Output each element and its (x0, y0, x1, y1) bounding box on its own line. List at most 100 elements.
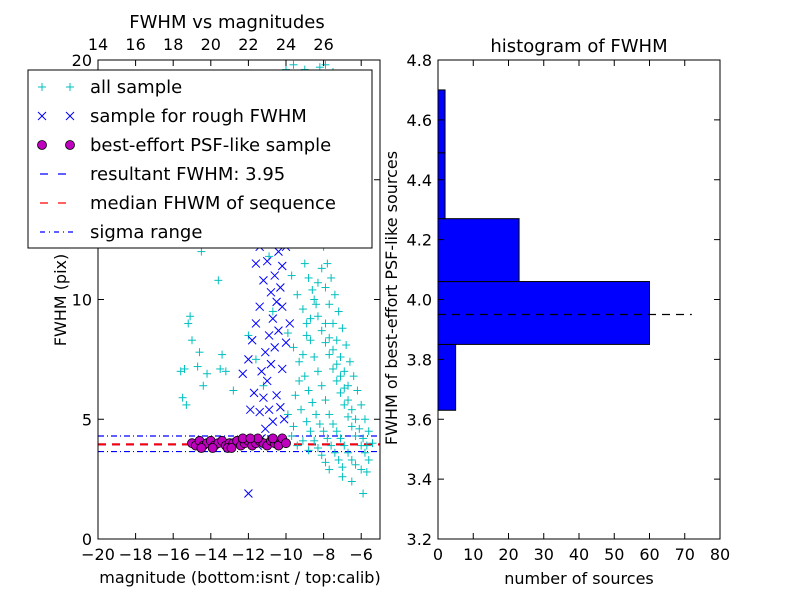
all-sample-point (302, 319, 311, 328)
all-sample-point (317, 326, 326, 335)
x-tick-label: −6 (349, 545, 373, 564)
psf-like-point (207, 443, 218, 453)
x-tick-label: 40 (569, 545, 589, 564)
all-sample-point (334, 307, 343, 316)
right-y-axis-label: FWHM of best-effort PSF-like sources (382, 151, 401, 445)
all-sample-point (353, 386, 362, 395)
rough-fwhm-point (272, 390, 281, 400)
psf-like-point (226, 443, 237, 453)
psf-like-point (267, 433, 278, 444)
all-sample-point (338, 472, 347, 481)
left-x-axis-label: magnitude (bottom:isnt / top:calib) (99, 568, 380, 587)
all-sample-point (332, 376, 341, 385)
rough-fwhm-point (272, 297, 281, 307)
all-sample-point (298, 436, 307, 445)
rough-fwhm-point (285, 319, 295, 328)
rough-fwhm-point (238, 369, 248, 379)
psf-like-point (196, 443, 207, 453)
all-sample-point (321, 338, 330, 347)
x-tick-label: −20 (81, 545, 115, 564)
all-sample-point (306, 314, 315, 323)
x-tick-label: −18 (119, 545, 153, 564)
all-sample-point (338, 463, 347, 472)
all-sample-point (295, 376, 304, 385)
all-sample-point (306, 336, 315, 345)
all-sample-point (259, 381, 268, 390)
all-sample-point (289, 422, 298, 431)
top-x-tick-label: 18 (163, 35, 183, 54)
all-sample-point (317, 451, 326, 460)
rough-fwhm-point (276, 283, 285, 292)
all-sample-point (357, 400, 366, 409)
all-sample-point (325, 333, 334, 342)
all-sample-point (283, 410, 292, 419)
all-sample-point (251, 355, 260, 364)
all-sample-point (359, 489, 368, 498)
psf-like-point (245, 433, 256, 444)
x-tick-label: −14 (194, 545, 228, 564)
top-x-tick-label: 24 (276, 35, 296, 54)
legend-label: median FHWM of sequence (90, 193, 336, 214)
rough-fwhm-point (245, 405, 255, 415)
left-chart-title: FWHM vs magnitudes (129, 12, 324, 33)
top-x-tick-label: 26 (313, 35, 333, 54)
x-tick-label: 30 (534, 545, 554, 564)
rough-fwhm-point (244, 355, 253, 364)
all-sample-point (308, 398, 317, 407)
all-sample-point (268, 307, 277, 316)
all-sample-point (317, 381, 326, 390)
x-tick-label: 20 (498, 545, 518, 564)
legend-entry: resultant FWHM: 3.95 (40, 164, 285, 185)
all-sample-point (317, 264, 326, 273)
all-sample-point (344, 381, 353, 390)
x-tick-label: −10 (269, 545, 303, 564)
all-sample-point (295, 357, 304, 366)
all-sample-point (216, 364, 225, 373)
legend-entry: all sample (38, 77, 182, 98)
legend-label: resultant FWHM: 3.95 (90, 164, 285, 185)
all-sample-point (313, 443, 322, 452)
all-sample-point (357, 465, 366, 474)
legend-entry: sigma range (40, 222, 202, 243)
all-sample-point (340, 400, 349, 409)
x-tick-label: −8 (312, 545, 336, 564)
rough-fwhm-point (251, 259, 261, 268)
rough-fwhm-point (244, 489, 253, 498)
rough-fwhm-point (268, 314, 278, 324)
all-sample-point (310, 295, 319, 304)
all-sample-point (304, 273, 313, 282)
all-sample-point (347, 422, 356, 431)
all-sample-point (351, 460, 360, 469)
rough-fwhm-point (259, 275, 268, 285)
rough-fwhm-point (276, 402, 285, 412)
all-sample-point (244, 331, 253, 340)
all-sample-point (291, 391, 300, 400)
y-tick-label: 4.0 (407, 291, 432, 310)
all-sample-point (313, 312, 322, 321)
all-sample-point (312, 300, 321, 309)
all-sample-point (304, 446, 313, 455)
all-sample-point (308, 285, 317, 294)
all-sample-point (334, 455, 343, 464)
rough-fwhm-point (274, 247, 283, 256)
top-x-tick-label: 22 (238, 35, 258, 54)
all-sample-point (300, 259, 309, 268)
all-sample-point (362, 467, 371, 476)
all-sample-point (323, 434, 332, 443)
all-sample-point (199, 381, 208, 390)
x-tick-label: 50 (604, 545, 624, 564)
left-y-axis-label: FWHM (pix) (51, 254, 70, 347)
rough-fwhm-point (279, 414, 289, 424)
all-sample-point (368, 439, 377, 448)
all-sample-point (306, 427, 315, 436)
all-sample-point (178, 393, 187, 402)
all-sample-point (289, 60, 298, 69)
all-sample-point (349, 372, 358, 381)
histogram-bar (437, 343, 457, 411)
y-tick-label: 3.6 (407, 410, 432, 429)
all-sample-point (329, 420, 337, 429)
legend-label: all sample (90, 77, 182, 98)
all-sample-point (321, 283, 330, 292)
rough-fwhm-point (277, 364, 287, 374)
x-tick-label: 70 (675, 545, 695, 564)
